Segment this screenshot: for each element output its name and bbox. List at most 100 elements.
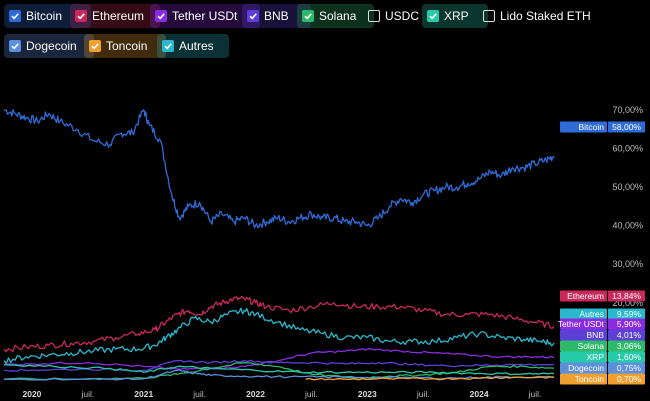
legend-label: BNB	[264, 9, 289, 23]
checkbox-checked-icon	[9, 10, 21, 22]
end-tag-name: Dogecoin	[568, 363, 604, 373]
end-tag-name-bg	[560, 290, 607, 302]
end-tag-value: 9,59%	[617, 309, 642, 319]
end-tag-value: 5,90%	[617, 319, 642, 329]
x-tick-label: juil.	[80, 389, 94, 399]
legend-label: Toncoin	[106, 39, 148, 53]
legend-label: Ethereum	[92, 9, 145, 23]
legend-toggle-lido-staked-eth[interactable]: Lido Staked ETH	[478, 4, 596, 28]
end-tag-solana: Solana 3,06%	[560, 340, 645, 352]
end-tag-name: Tether USDt	[558, 319, 605, 329]
end-tag-name: BNB	[587, 330, 605, 340]
legend-toggle-xrp[interactable]: XRP	[422, 4, 488, 28]
end-tag-value-bg	[608, 362, 645, 374]
end-tag-name-bg	[560, 318, 607, 330]
end-tag-name-bg	[560, 362, 607, 374]
end-tag-value: 0,70%	[617, 374, 642, 384]
checkbox-checked-icon	[89, 40, 101, 52]
end-tag-value: 0,75%	[617, 363, 642, 373]
end-tag-value-bg	[608, 290, 645, 302]
legend-label: Lido Staked ETH	[500, 9, 591, 23]
checkbox-checked-icon	[162, 40, 174, 52]
series-line-dogecoin	[3, 369, 555, 381]
series-line-ethereum	[3, 295, 555, 353]
checkbox-checked-icon	[247, 10, 259, 22]
y-tick-label: 30,00%	[612, 259, 643, 269]
legend-toggle-dogecoin[interactable]: Dogecoin	[4, 34, 94, 58]
legend-label: Bitcoin	[26, 9, 63, 23]
end-tag-xrp: XRP 1,60%	[560, 351, 645, 363]
end-tag-name: Solana	[578, 341, 605, 351]
end-tag-toncoin: Toncoin 0,70%	[560, 373, 645, 385]
end-tag-name-bg	[560, 373, 607, 385]
end-tag-value-bg	[608, 121, 645, 133]
legend-label: Solana	[319, 9, 357, 23]
checkbox-checked-icon	[427, 10, 439, 22]
x-tick-label: juil.	[528, 389, 542, 399]
end-tag-value-bg	[608, 340, 645, 352]
end-tag-bitcoin: Bitcoin 58,00%	[560, 121, 645, 133]
legend-label: Tether USDt	[172, 9, 238, 23]
end-tag-name-bg	[560, 121, 607, 133]
x-tick-label: 2023	[358, 389, 377, 399]
end-tag-tether-usdt: Tether USDt 5,90%	[558, 318, 645, 330]
checkbox-checked-icon	[75, 10, 87, 22]
end-tag-value: 1,60%	[617, 352, 642, 362]
legend-label: Dogecoin	[26, 39, 77, 53]
series-line-toncoin	[305, 376, 555, 381]
legend-toggle-toncoin[interactable]: Toncoin	[84, 34, 166, 58]
end-tag-name: XRP	[587, 352, 605, 362]
end-tag-name: Autres	[579, 309, 604, 319]
end-tag-name: Ethereum	[567, 291, 604, 301]
series-line-autres	[3, 307, 555, 364]
end-tag-value-bg	[608, 373, 645, 385]
x-tick-label: 2022	[246, 389, 265, 399]
end-tag-dogecoin: Dogecoin 0,75%	[560, 362, 645, 374]
series-line-xrp	[3, 363, 555, 376]
end-tag-value-bg	[608, 351, 645, 363]
end-tag-name-bg	[560, 329, 607, 341]
x-tick-label: 2020	[22, 389, 41, 399]
end-tag-value-bg	[608, 308, 645, 320]
end-tag-value-bg	[608, 329, 645, 341]
end-tag-bnb: BNB 4,01%	[560, 329, 645, 341]
x-tick-label: juil.	[304, 389, 318, 399]
x-tick-label: juil.	[192, 389, 206, 399]
checkbox-empty-icon	[368, 10, 380, 22]
x-tick-label: 2024	[470, 389, 489, 399]
legend-toggle-usdc[interactable]: USDC	[363, 4, 429, 28]
checkbox-checked-icon	[302, 10, 314, 22]
legend-toggle-ethereum[interactable]: Ethereum	[70, 4, 160, 28]
end-tag-name: Bitcoin	[578, 122, 604, 132]
checkbox-empty-icon	[483, 10, 495, 22]
end-tag-name-bg	[560, 308, 607, 320]
end-tag-ethereum: Ethereum 13,84%	[560, 290, 645, 302]
legend-label: USDC	[385, 9, 420, 23]
series-line-tether-usdt	[3, 348, 555, 370]
x-tick-label: 2021	[134, 389, 153, 399]
legend-label: Autres	[179, 39, 214, 53]
end-tag-value: 58,00%	[612, 122, 641, 132]
end-tag-autres: Autres 9,59%	[560, 308, 645, 320]
y-tick-label: 70,00%	[612, 105, 643, 115]
legend-toggle-solana[interactable]: Solana	[297, 4, 374, 28]
y-tick-label: 20,00%	[612, 298, 643, 308]
legend-label: XRP	[444, 9, 469, 23]
y-tick-label: 40,00%	[612, 221, 643, 231]
legend-toggle-tether-usdt[interactable]: Tether USDt	[150, 4, 260, 28]
y-tick-label: 50,00%	[612, 182, 643, 192]
end-tag-value: 13,84%	[612, 291, 641, 301]
series-line-bitcoin	[3, 109, 555, 229]
legend-toggle-autres[interactable]: Autres	[157, 34, 229, 58]
legend-toggle-bnb[interactable]: BNB	[242, 4, 311, 28]
end-tag-value: 4,01%	[617, 330, 642, 340]
end-tag-value-bg	[608, 318, 645, 330]
end-tag-name-bg	[560, 340, 607, 352]
end-tag-value: 3,06%	[617, 341, 642, 351]
end-tag-name: Toncoin	[575, 374, 605, 384]
x-tick-label: juil.	[416, 389, 430, 399]
y-tick-label: 60,00%	[612, 143, 643, 153]
checkbox-checked-icon	[9, 40, 21, 52]
checkbox-checked-icon	[155, 10, 167, 22]
